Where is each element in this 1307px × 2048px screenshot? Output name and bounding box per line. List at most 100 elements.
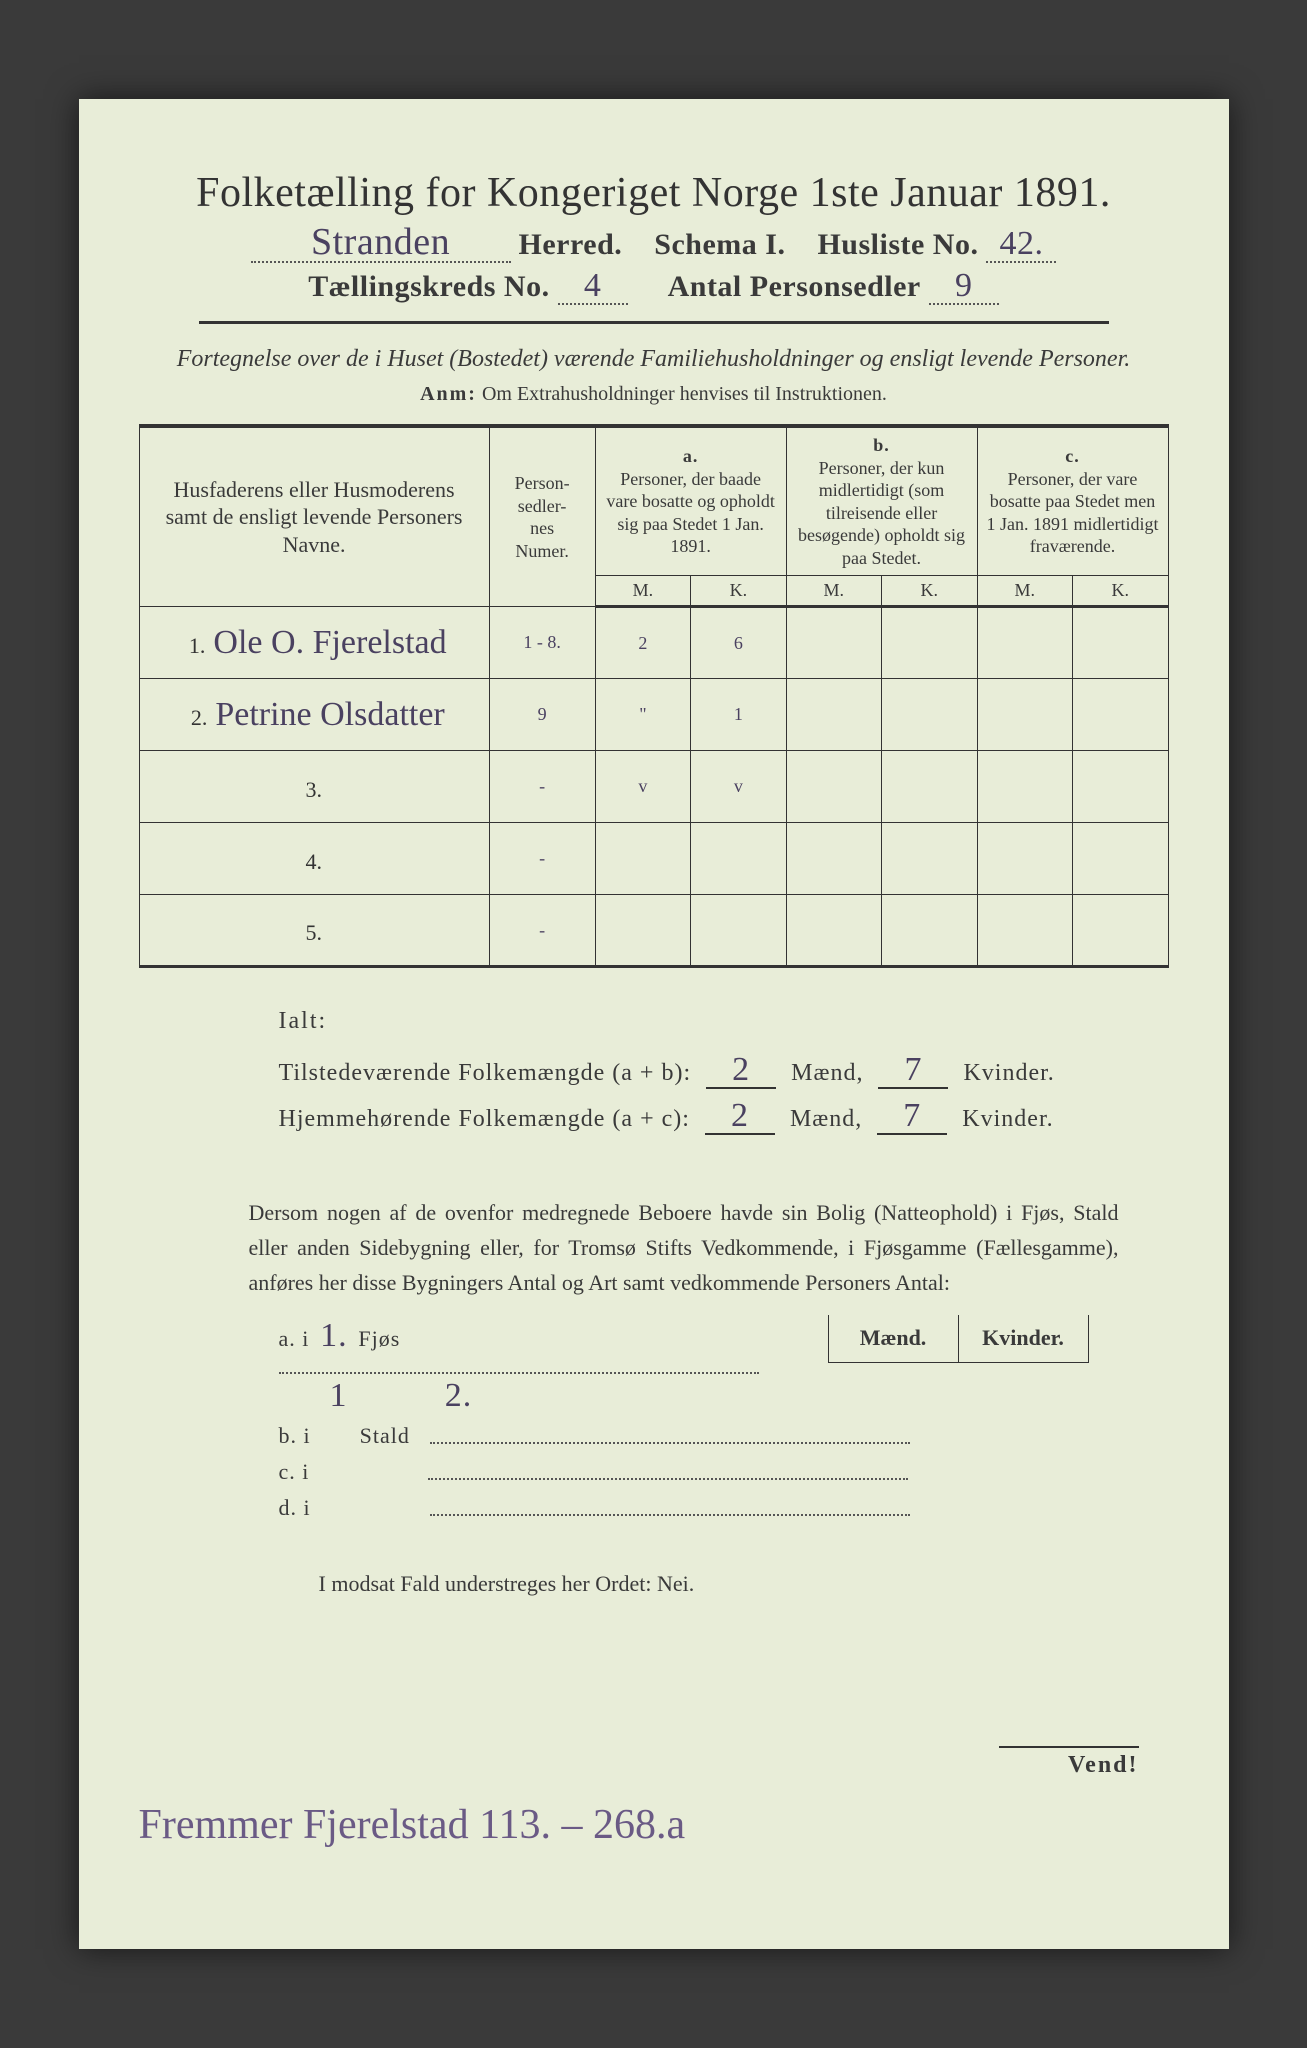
cell-a-m: [595, 895, 690, 967]
tk-label: Tællingskreds No.: [308, 270, 549, 303]
maend-label-1: Mænd,: [791, 1060, 863, 1086]
cell-pnum: -: [489, 895, 595, 967]
herred-value: Stranden: [251, 223, 511, 263]
cell-c-k: [1072, 679, 1168, 751]
cell-b-m: [786, 895, 881, 967]
cell-pnum: -: [489, 823, 595, 895]
th-c-k: K.: [1072, 576, 1168, 607]
th-c-m: M.: [977, 576, 1072, 607]
header-row-1: Stranden Herred. Schema I. Husliste No. …: [139, 223, 1169, 263]
cell-b-m: [786, 823, 881, 895]
table-row: 3.-vv: [139, 751, 1168, 823]
cell-name: 4.: [139, 823, 489, 895]
cell-a-m: 2: [595, 607, 690, 679]
nei-line: I modsat Fald understreges her Ordet: Ne…: [319, 1571, 1169, 1597]
th-a-k: K.: [691, 576, 786, 607]
cell-a-m: v: [595, 751, 690, 823]
cell-b-k: [882, 823, 977, 895]
th-b-m: M.: [786, 576, 881, 607]
header-row-2: Tællingskreds No. 4 Antal Personsedler 9: [139, 269, 1169, 305]
subtitle: Fortegnelse over de i Huset (Bostedet) v…: [159, 346, 1149, 373]
cell-c-m: [977, 679, 1072, 751]
husliste-label: Husliste No.: [817, 228, 978, 261]
cell-b-m: [786, 679, 881, 751]
kvinder-label-2: Kvinder.: [962, 1106, 1053, 1132]
cell-b-k: [882, 679, 977, 751]
table-row: 2.Petrine Olsdatter9"1: [139, 679, 1168, 751]
vend-label: Vend!: [999, 1746, 1139, 1779]
th-c: c. Personer, der vare bosatte paa Stedet…: [977, 426, 1168, 576]
page-background: Folketælling for Kongeriget Norge 1ste J…: [0, 0, 1307, 2048]
th-name: Husfaderens eller Husmoderens samt de en…: [139, 426, 489, 607]
th-b: b. Personer, der kun midlertidigt (som t…: [786, 426, 977, 576]
cell-a-m: [595, 823, 690, 895]
cell-name: 1.Ole O. Fjerelstad: [139, 607, 489, 679]
totals-l1-k: 7: [878, 1053, 948, 1089]
anm-label: Anm:: [420, 383, 477, 405]
cell-c-k: [1072, 607, 1168, 679]
totals-line-1: Tilstedeværende Folkemængde (a + b): 2 M…: [279, 1053, 1129, 1089]
th-a: a. Personer, der baade vare bosatte og o…: [595, 426, 786, 576]
tk-value: 4: [558, 269, 628, 305]
cell-b-m: [786, 607, 881, 679]
mk-mini-k: Kvinder.: [958, 1315, 1088, 1363]
cell-a-k: 1: [691, 679, 786, 751]
th-b-k: K.: [882, 576, 977, 607]
cell-a-k: v: [691, 751, 786, 823]
antal-value: 9: [929, 269, 999, 305]
th-a-m: M.: [595, 576, 690, 607]
schema-label: Schema I.: [654, 228, 785, 261]
table-body: 1.Ole O. Fjerelstad1 - 8.262.Petrine Ols…: [139, 607, 1168, 967]
abcd-line: d. i: [279, 1495, 1169, 1521]
cell-c-k: [1072, 895, 1168, 967]
table-row: 1.Ole O. Fjerelstad1 - 8.26: [139, 607, 1168, 679]
cell-pnum: -: [489, 751, 595, 823]
cell-pnum: 9: [489, 679, 595, 751]
cell-c-k: [1072, 751, 1168, 823]
cell-b-k: [882, 751, 977, 823]
anm-text: Om Extrahusholdninger henvises til Instr…: [482, 383, 887, 405]
cell-c-m: [977, 607, 1072, 679]
antal-label: Antal Personsedler: [668, 270, 921, 303]
cell-name: 2.Petrine Olsdatter: [139, 679, 489, 751]
cell-c-k: [1072, 823, 1168, 895]
cell-c-m: [977, 895, 1072, 967]
cell-b-k: [882, 607, 977, 679]
cell-b-k: [882, 895, 977, 967]
totals-l2-label: Hjemmehørende Folkemængde (a + c):: [279, 1106, 690, 1132]
kvinder-label-1: Kvinder.: [963, 1060, 1054, 1086]
totals-l2-m: 2: [705, 1099, 775, 1135]
totals-l1-label: Tilstedeværende Folkemængde (a + b):: [279, 1060, 692, 1086]
document-paper: Folketælling for Kongeriget Norge 1ste J…: [79, 99, 1229, 1949]
maend-label-2: Mænd,: [790, 1106, 862, 1132]
cell-a-k: [691, 895, 786, 967]
totals-l1-m: 2: [706, 1053, 776, 1089]
cell-b-m: [786, 751, 881, 823]
anm-line: Anm: Om Extrahusholdninger henvises til …: [139, 383, 1169, 406]
main-table: Husfaderens eller Husmoderens samt de en…: [139, 424, 1169, 968]
th-pnum: Person- sedler- nes Numer.: [489, 426, 595, 607]
abcd-line: b. i Stald: [279, 1423, 1169, 1449]
divider-top: [199, 321, 1109, 324]
table-row: 5.-: [139, 895, 1168, 967]
cell-c-m: [977, 751, 1072, 823]
document-title: Folketælling for Kongeriget Norge 1ste J…: [139, 169, 1169, 217]
mk-mini-table: Mænd. Kvinder.: [828, 1315, 1089, 1364]
cell-a-k: [691, 823, 786, 895]
mk-mini-m: Mænd.: [828, 1315, 958, 1363]
table-row: 4.-: [139, 823, 1168, 895]
cell-c-m: [977, 823, 1072, 895]
abcd-line: c. i: [279, 1459, 1169, 1485]
paragraph-block: Dersom nogen af de ovenfor medregnede Be…: [249, 1195, 1119, 1301]
handwritten-footnote: Fremmer Fjerelstad 113. – 268.a: [139, 1801, 686, 1849]
husliste-value: 42.: [986, 227, 1056, 263]
totals-line-2: Hjemmehørende Folkemængde (a + c): 2 Mæn…: [279, 1099, 1129, 1135]
cell-name: 5.: [139, 895, 489, 967]
totals-block: Ialt: Tilstedeværende Folkemængde (a + b…: [279, 1008, 1129, 1135]
cell-name: 3.: [139, 751, 489, 823]
totals-l2-k: 7: [877, 1099, 947, 1135]
cell-a-m: ": [595, 679, 690, 751]
herred-label: Herred.: [519, 228, 623, 261]
ialt-label: Ialt:: [279, 1008, 1129, 1035]
cell-pnum: 1 - 8.: [489, 607, 595, 679]
